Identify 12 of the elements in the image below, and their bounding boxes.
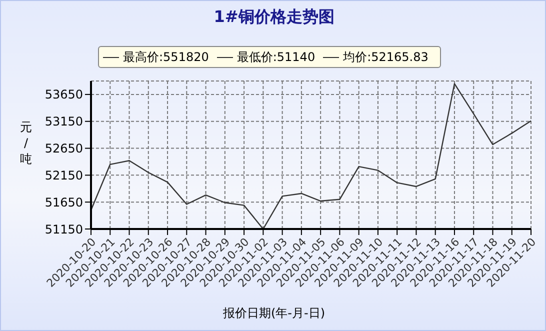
y-tick-label: 51150 [44, 222, 83, 236]
x-axis-title: 报价日期(年-月-日) [222, 305, 326, 322]
y-tick-label: 53150 [44, 114, 83, 129]
text: 最高价:551820 [123, 48, 209, 66]
chart-title: 1#铜价格走势图 [212, 7, 336, 28]
y-tick-label: 52650 [44, 142, 83, 156]
text: 均价:52165.83 [343, 48, 428, 66]
y-tick-label: 51650 [44, 195, 83, 210]
y-axis-title: 元/吨 [19, 119, 33, 167]
text: 最低价:51140 [236, 48, 316, 66]
y-tick-label: 52150 [44, 168, 83, 182]
y-tick-label: 53650 [44, 88, 83, 102]
